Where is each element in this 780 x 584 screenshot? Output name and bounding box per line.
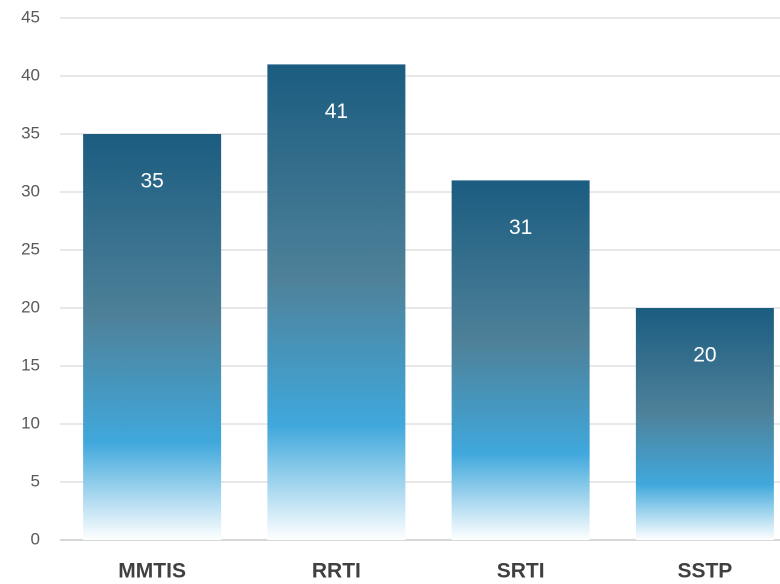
bar — [451, 180, 590, 540]
y-tick-label: 10 — [21, 413, 40, 432]
y-tick-label: 35 — [21, 123, 40, 142]
data-label: 35 — [140, 170, 163, 193]
y-tick-label: 30 — [21, 181, 40, 200]
x-tick-label: SSTP — [677, 560, 732, 583]
data-label: 20 — [693, 344, 716, 367]
y-tick-label: 5 — [31, 471, 40, 490]
x-tick-label: MMTIS — [118, 560, 186, 583]
bar — [267, 64, 406, 541]
x-tick-label: SRTI — [497, 560, 545, 583]
y-tick-label: 45 — [21, 7, 40, 26]
bar — [635, 308, 774, 540]
y-tick-label: 40 — [21, 65, 40, 84]
bar — [83, 134, 222, 540]
y-tick-label: 15 — [21, 355, 40, 374]
y-tick-label: 20 — [21, 297, 40, 316]
data-label: 41 — [325, 100, 348, 123]
x-tick-label: RRTI — [312, 560, 361, 583]
y-tick-label: 0 — [31, 529, 40, 548]
data-label: 31 — [509, 216, 532, 239]
y-tick-label: 25 — [21, 239, 40, 258]
